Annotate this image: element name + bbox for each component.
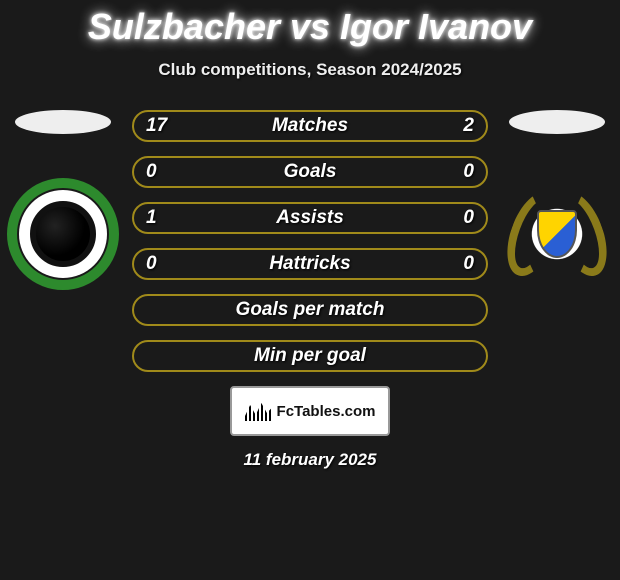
stat-label: Goals	[174, 161, 446, 183]
stat-row: 1Assists0	[132, 202, 488, 234]
right-club-badge	[513, 190, 601, 278]
stat-right-value: 0	[446, 253, 474, 275]
stat-row: 0Hattricks0	[132, 248, 488, 280]
comparison-content: 17Matches20Goals01Assists00Hattricks0Goa…	[0, 110, 620, 372]
date-text: 11 february 2025	[0, 450, 620, 470]
stat-label: Matches	[174, 115, 446, 137]
source-badge: FcTables.com	[230, 386, 390, 436]
stat-row: Min per goal	[132, 340, 488, 372]
stat-label: Hattricks	[174, 253, 446, 275]
left-side	[8, 110, 118, 278]
stat-right-value: 0	[446, 207, 474, 229]
stat-left-value: 0	[146, 253, 174, 275]
stat-label: Assists	[174, 207, 446, 229]
stat-right-value: 2	[446, 115, 474, 137]
right-side	[502, 110, 612, 278]
stat-left-value: 17	[146, 115, 174, 137]
stat-left-value: 0	[146, 161, 174, 183]
page-subtitle: Club competitions, Season 2024/2025	[0, 60, 620, 80]
stat-label: Min per goal	[174, 345, 446, 367]
stat-label: Goals per match	[174, 299, 446, 321]
page-title: Sulzbacher vs Igor Ivanov	[0, 0, 620, 48]
stat-row: 17Matches2	[132, 110, 488, 142]
stat-row: 0Goals0	[132, 156, 488, 188]
left-country-flag	[15, 110, 111, 134]
source-logo-icon	[245, 401, 273, 421]
source-text: FcTables.com	[277, 403, 376, 420]
left-club-badge	[19, 190, 107, 278]
right-country-flag	[509, 110, 605, 134]
stats-column: 17Matches20Goals01Assists00Hattricks0Goa…	[118, 110, 502, 372]
stat-right-value: 0	[446, 161, 474, 183]
stat-left-value: 1	[146, 207, 174, 229]
stat-row: Goals per match	[132, 294, 488, 326]
